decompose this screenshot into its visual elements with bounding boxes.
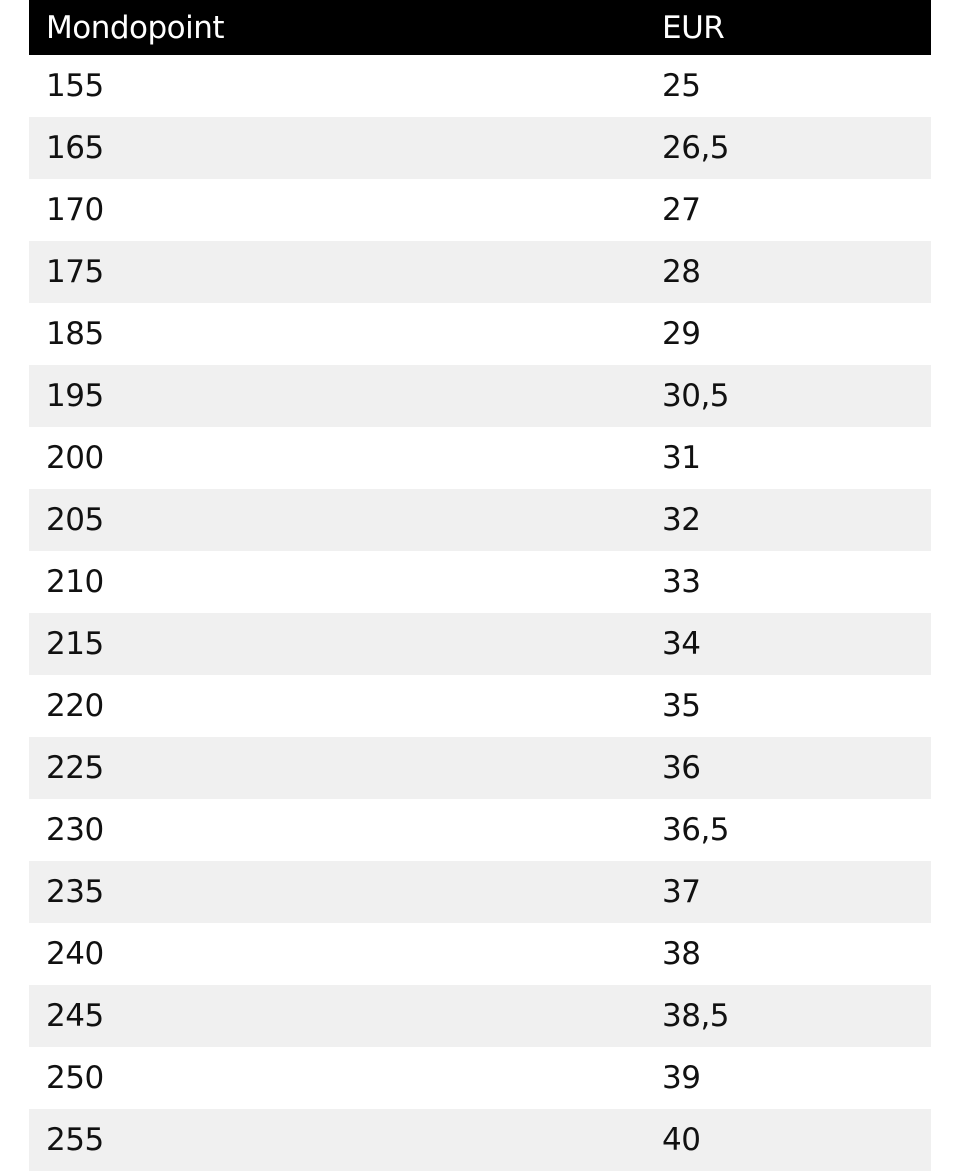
table-row: 220 35: [29, 675, 931, 737]
table-row: 165 26,5: [29, 117, 931, 179]
table-cell: 30,5: [662, 378, 730, 414]
table-cell: 37: [662, 874, 701, 910]
table-cell: 28: [662, 254, 701, 290]
table-cell: 245: [46, 998, 104, 1034]
table-cell: 185: [46, 316, 104, 352]
table-cell: 25: [662, 68, 701, 104]
table-cell: 255: [46, 1122, 104, 1158]
table-cell: 38,5: [662, 998, 730, 1034]
table-cell: 38: [662, 936, 701, 972]
table-row: 215 34: [29, 613, 931, 675]
header-cell: EUR: [662, 9, 725, 46]
table-cell: 200: [46, 440, 104, 476]
table-cell: 250: [46, 1060, 104, 1096]
table-cell: 230: [46, 812, 104, 848]
table-cell: 235: [46, 874, 104, 910]
size-table: Mondopoint EUR 155 25 165 26,5 170 27 175 28 185 29…: [29, 0, 931, 1171]
table-row: 255 40: [29, 1109, 931, 1171]
table-row: 205 32: [29, 489, 931, 551]
table-cell: 34: [662, 626, 701, 662]
table-cell: 36: [662, 750, 701, 786]
table-cell: 39: [662, 1060, 701, 1096]
table-row: 210 33: [29, 551, 931, 613]
table-row: 200 31: [29, 427, 931, 489]
table-cell: 31: [662, 440, 701, 476]
table-row: 230 36,5: [29, 799, 931, 861]
table-row: 185 29: [29, 303, 931, 365]
header-row: Mondopoint EUR: [29, 0, 931, 55]
table-row: 250 39: [29, 1047, 931, 1109]
table-cell: 175: [46, 254, 104, 290]
table-row: 225 36: [29, 737, 931, 799]
table-cell: 155: [46, 68, 104, 104]
table-cell: 195: [46, 378, 104, 414]
table-cell: 225: [46, 750, 104, 786]
header-cell: Mondopoint: [46, 9, 225, 46]
table-cell: 205: [46, 502, 104, 538]
table-cell: 240: [46, 936, 104, 972]
table-row: 245 38,5: [29, 985, 931, 1047]
table-cell: 165: [46, 130, 104, 166]
table-cell: 220: [46, 688, 104, 724]
table-row: 170 27: [29, 179, 931, 241]
table-cell: 36,5: [662, 812, 730, 848]
table-row: 175 28: [29, 241, 931, 303]
table-cell: 26,5: [662, 130, 730, 166]
table-cell: 33: [662, 564, 701, 600]
table-row: 195 30,5: [29, 365, 931, 427]
table-cell: 27: [662, 192, 701, 228]
table-cell: 32: [662, 502, 701, 538]
table-cell: 210: [46, 564, 104, 600]
table-row: 240 38: [29, 923, 931, 985]
table-cell: 215: [46, 626, 104, 662]
table-cell: 40: [662, 1122, 701, 1158]
table-cell: 170: [46, 192, 104, 228]
table-cell: 29: [662, 316, 701, 352]
table-cell: 35: [662, 688, 701, 724]
table-row: 235 37: [29, 861, 931, 923]
table-row: 155 25: [29, 55, 931, 117]
